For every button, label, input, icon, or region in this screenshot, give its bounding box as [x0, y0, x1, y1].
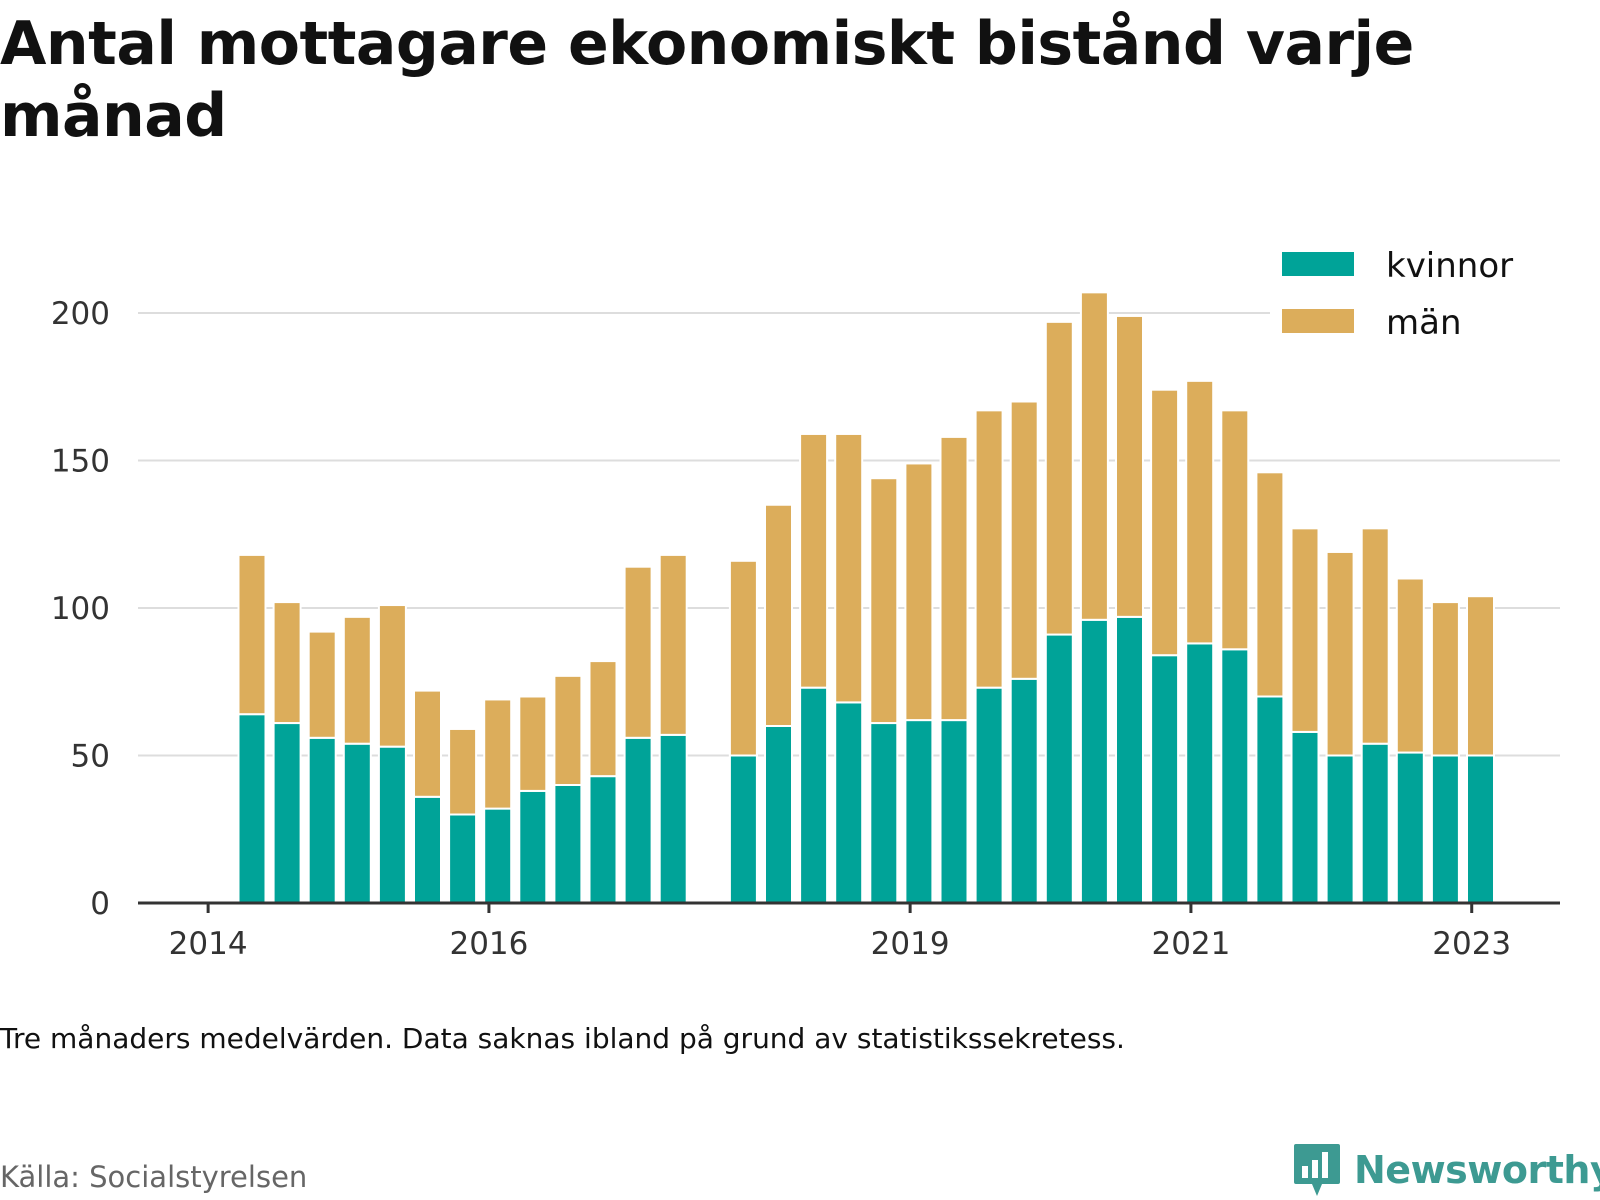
- bar-man[interactable]: [1255, 471, 1285, 698]
- legend-swatch-kvinnor: [1282, 252, 1354, 276]
- legend-label-kvinnor: kvinnor: [1386, 246, 1513, 286]
- legend: kvinnor män: [1270, 236, 1566, 346]
- bar-man[interactable]: [448, 727, 478, 816]
- bar-man[interactable]: [939, 435, 969, 722]
- y-tick-label: 0: [90, 886, 110, 922]
- bar-kvinnor[interactable]: [904, 719, 934, 904]
- newsworthy-logo-icon: [1294, 1144, 1340, 1196]
- bar-kvinnor[interactable]: [377, 745, 407, 905]
- stacked-bar-chart: 0 50 100 150 200 2014 2016 2019 2021 2023 kvinnor…: [50, 236, 1566, 962]
- bar-man[interactable]: [377, 604, 407, 748]
- bar-man[interactable]: [728, 559, 758, 757]
- bar-man[interactable]: [1325, 550, 1355, 757]
- bar-man[interactable]: [834, 432, 864, 704]
- bar-kvinnor[interactable]: [1044, 633, 1074, 904]
- bar-man[interactable]: [799, 432, 829, 689]
- y-tick-label: 50: [71, 739, 110, 775]
- bar-kvinnor[interactable]: [764, 725, 793, 904]
- bar-man[interactable]: [974, 409, 1004, 689]
- bar-kvinnor[interactable]: [483, 807, 513, 904]
- bar-man[interactable]: [307, 630, 337, 739]
- bar-kvinnor[interactable]: [1360, 742, 1390, 905]
- chart-title: Antal mottagare ekonomiskt bistånd varje…: [0, 9, 1414, 151]
- bar-kvinnor[interactable]: [1255, 695, 1285, 904]
- bar-kvinnor[interactable]: [448, 813, 478, 904]
- bar-man[interactable]: [1185, 379, 1215, 645]
- brand-name: Newsworthy: [1354, 1148, 1600, 1192]
- x-tick-label: 2019: [871, 926, 950, 962]
- bar-kvinnor[interactable]: [307, 736, 337, 904]
- bar-man[interactable]: [237, 553, 267, 716]
- bar-man[interactable]: [904, 462, 934, 722]
- bar-kvinnor[interactable]: [1290, 730, 1320, 905]
- bar-kvinnor[interactable]: [1466, 754, 1495, 904]
- bar-man[interactable]: [623, 565, 653, 739]
- legend-swatch-man: [1282, 309, 1354, 333]
- bar-man[interactable]: [1009, 400, 1039, 680]
- bar-kvinnor[interactable]: [1325, 754, 1355, 904]
- bar-man[interactable]: [1220, 409, 1250, 651]
- bar-man[interactable]: [413, 689, 442, 798]
- bar-kvinnor[interactable]: [939, 719, 969, 904]
- bar-kvinnor[interactable]: [342, 742, 372, 905]
- x-tick-label: 2023: [1432, 926, 1511, 962]
- bar-man[interactable]: [658, 553, 688, 736]
- bar-kvinnor[interactable]: [1079, 618, 1109, 904]
- bar-kvinnor[interactable]: [1430, 754, 1460, 904]
- bar-kvinnor[interactable]: [974, 686, 1004, 905]
- bar-kvinnor[interactable]: [834, 701, 864, 905]
- bar-man[interactable]: [483, 698, 513, 810]
- bar-kvinnor[interactable]: [1395, 751, 1425, 904]
- bar-kvinnor[interactable]: [518, 789, 548, 905]
- x-tick-label: 2014: [169, 926, 248, 962]
- bar-kvinnor[interactable]: [1185, 642, 1215, 905]
- bar-kvinnor[interactable]: [237, 713, 267, 905]
- bars: [237, 291, 1495, 905]
- bar-man[interactable]: [1115, 314, 1144, 618]
- bar-man[interactable]: [1150, 388, 1180, 657]
- bar-man[interactable]: [553, 674, 583, 786]
- bar-man[interactable]: [272, 601, 302, 725]
- bar-man[interactable]: [1430, 601, 1460, 757]
- bar-kvinnor[interactable]: [728, 754, 758, 904]
- bar-kvinnor[interactable]: [1220, 648, 1250, 904]
- chart-note: Tre månaders medelvärden. Data saknas ib…: [0, 1022, 1125, 1055]
- bar-man[interactable]: [342, 615, 372, 745]
- bar-man[interactable]: [869, 477, 899, 725]
- bar-kvinnor[interactable]: [413, 795, 442, 904]
- bar-kvinnor[interactable]: [799, 686, 829, 905]
- bar-man[interactable]: [588, 660, 618, 778]
- bar-kvinnor[interactable]: [869, 722, 899, 904]
- bar-kvinnor[interactable]: [553, 784, 583, 904]
- bar-man[interactable]: [1466, 595, 1495, 757]
- x-tick-label: 2021: [1151, 926, 1230, 962]
- legend-label-man: män: [1386, 303, 1462, 343]
- bar-kvinnor[interactable]: [588, 775, 618, 905]
- y-tick-label: 100: [51, 591, 110, 627]
- bar-kvinnor[interactable]: [623, 736, 653, 904]
- bar-kvinnor[interactable]: [1150, 654, 1180, 905]
- axes: 0 50 100 150 200 2014 2016 2019 2021 2023: [51, 296, 1560, 962]
- bar-man[interactable]: [1044, 320, 1074, 636]
- y-tick-label: 150: [51, 444, 110, 480]
- bar-man[interactable]: [1395, 577, 1425, 754]
- bar-man[interactable]: [1360, 527, 1390, 745]
- bar-man[interactable]: [518, 695, 548, 792]
- bar-kvinnor[interactable]: [1115, 615, 1144, 904]
- bar-kvinnor[interactable]: [658, 733, 688, 904]
- bar-man[interactable]: [1290, 527, 1320, 733]
- x-tick-label: 2016: [449, 926, 528, 962]
- source-label: Källa: Socialstyrelsen: [0, 1160, 308, 1194]
- y-tick-label: 200: [51, 296, 110, 332]
- newsworthy-logo[interactable]: Newsworthy: [1292, 1140, 1600, 1200]
- bar-kvinnor[interactable]: [1009, 677, 1039, 904]
- bar-kvinnor[interactable]: [272, 722, 302, 904]
- bar-man[interactable]: [764, 503, 793, 727]
- bar-man[interactable]: [1079, 291, 1109, 621]
